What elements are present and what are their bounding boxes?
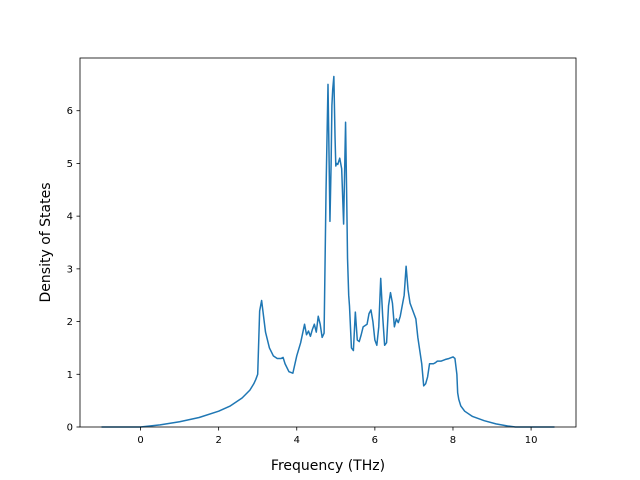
series-line-0 bbox=[101, 75, 555, 428]
y-tick-label: 4 bbox=[67, 212, 73, 223]
x-axis-title: Frequency (THz) bbox=[271, 458, 385, 474]
x-tick-label: 0 bbox=[137, 435, 143, 446]
y-tick-label: 0 bbox=[67, 423, 73, 434]
x-axis: 0 2 4 6 8 10 bbox=[137, 427, 537, 446]
x-tick-label: 10 bbox=[525, 435, 538, 446]
x-tick-label: 6 bbox=[372, 435, 378, 446]
x-tick-label: 8 bbox=[450, 435, 456, 446]
y-tick-label: 6 bbox=[67, 106, 73, 117]
y-tick-label: 1 bbox=[67, 370, 73, 381]
series-layer bbox=[101, 75, 555, 428]
y-tick-label: 2 bbox=[67, 317, 73, 328]
x-tick-label: 4 bbox=[294, 435, 300, 446]
y-axis: 0 1 2 3 4 5 6 bbox=[67, 106, 80, 434]
plot-frame bbox=[79, 57, 577, 428]
y-tick-label: 3 bbox=[67, 264, 73, 275]
x-tick-label: 2 bbox=[215, 435, 221, 446]
y-axis-title: Density of States bbox=[38, 183, 54, 303]
y-tick-label: 5 bbox=[67, 159, 73, 170]
